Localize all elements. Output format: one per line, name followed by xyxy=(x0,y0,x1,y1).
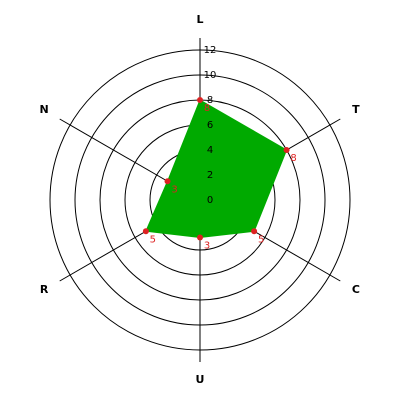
data-area xyxy=(145,99,288,239)
r-tick-label: 6 xyxy=(207,120,213,131)
data-label: 8 xyxy=(204,103,210,114)
data-label: 3 xyxy=(204,241,210,252)
category-label: L xyxy=(196,13,203,26)
data-label: 5 xyxy=(150,234,156,245)
data-point xyxy=(197,97,203,103)
data-label: 5 xyxy=(258,234,264,245)
r-tick-label: 2 xyxy=(207,170,213,181)
data-label: 8 xyxy=(290,153,296,164)
category-label: R xyxy=(40,283,49,296)
r-tick-label: 10 xyxy=(204,70,217,81)
data-point xyxy=(197,234,203,241)
category-label: T xyxy=(352,103,360,116)
data-point xyxy=(164,178,171,185)
r-tick-label: 12 xyxy=(204,45,217,56)
category-label: N xyxy=(40,103,49,116)
data-label: 3 xyxy=(171,184,177,195)
data-point xyxy=(142,228,149,235)
r-tick-label: 4 xyxy=(207,145,213,156)
data-point xyxy=(283,147,290,153)
r-tick-label: 0 xyxy=(207,195,213,206)
r-tick-label: 8 xyxy=(207,95,213,106)
category-label: C xyxy=(352,283,360,296)
category-label: U xyxy=(196,373,205,386)
data-point xyxy=(251,228,258,235)
